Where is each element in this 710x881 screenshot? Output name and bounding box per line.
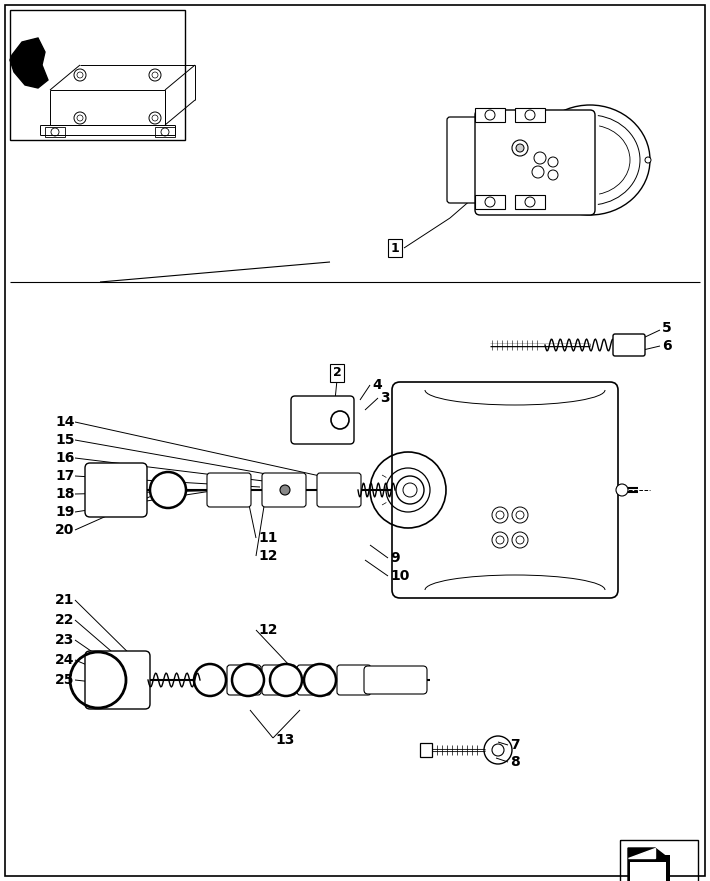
Circle shape [280,485,290,495]
Bar [658,855,670,881]
Bar [45,127,65,137]
Text: 7: 7 [510,738,520,752]
Bar [475,195,505,209]
Circle shape [616,484,628,496]
Text: 8: 8 [510,755,520,769]
Ellipse shape [530,105,650,215]
FancyBboxPatch shape [447,117,488,203]
Polygon shape [628,848,655,858]
Text: 23: 23 [55,633,75,647]
FancyBboxPatch shape [337,665,371,695]
FancyBboxPatch shape [364,666,427,694]
Bar [515,195,545,209]
Text: 9: 9 [390,551,400,565]
Circle shape [304,664,336,696]
Text: 3: 3 [380,391,390,405]
Text: 13: 13 [275,733,295,747]
FancyBboxPatch shape [291,396,354,444]
Text: 21: 21 [55,593,75,607]
Circle shape [270,664,302,696]
FancyBboxPatch shape [85,651,150,709]
Text: 17: 17 [55,469,75,483]
Bar [620,840,698,881]
Text: 18: 18 [55,487,75,501]
Bar [155,127,175,137]
Text: 12: 12 [258,549,278,563]
FancyBboxPatch shape [317,473,361,507]
FancyBboxPatch shape [85,463,147,517]
Text: 22: 22 [55,613,75,627]
Bar [630,862,666,881]
Bar [515,108,545,122]
Text: 16: 16 [55,451,75,465]
Text: 4: 4 [372,378,382,392]
Circle shape [645,157,651,163]
Circle shape [150,472,186,508]
FancyBboxPatch shape [297,665,331,695]
Bar [420,743,432,757]
Text: 15: 15 [55,433,75,447]
Text: 25: 25 [55,673,75,687]
Text: 20: 20 [55,523,75,537]
Polygon shape [10,38,48,88]
FancyBboxPatch shape [262,665,296,695]
FancyBboxPatch shape [207,473,251,507]
FancyBboxPatch shape [227,665,261,695]
Polygon shape [628,848,668,881]
Text: 24: 24 [55,653,75,667]
Circle shape [232,664,264,696]
Bar [475,108,505,122]
FancyBboxPatch shape [392,382,618,598]
Bar [10,10,185,140]
Circle shape [516,144,524,152]
Text: 2: 2 [332,366,342,380]
Text: 10: 10 [390,569,410,583]
Text: 5: 5 [662,321,672,335]
Text: 1: 1 [391,241,399,255]
Text: 14: 14 [55,415,75,429]
Circle shape [194,664,226,696]
Text: 11: 11 [258,531,278,545]
FancyBboxPatch shape [475,110,595,215]
Text: 12: 12 [258,623,278,637]
FancyBboxPatch shape [613,334,645,356]
Text: 6: 6 [662,339,672,353]
Circle shape [396,476,424,504]
FancyBboxPatch shape [262,473,306,507]
Text: 19: 19 [55,505,75,519]
